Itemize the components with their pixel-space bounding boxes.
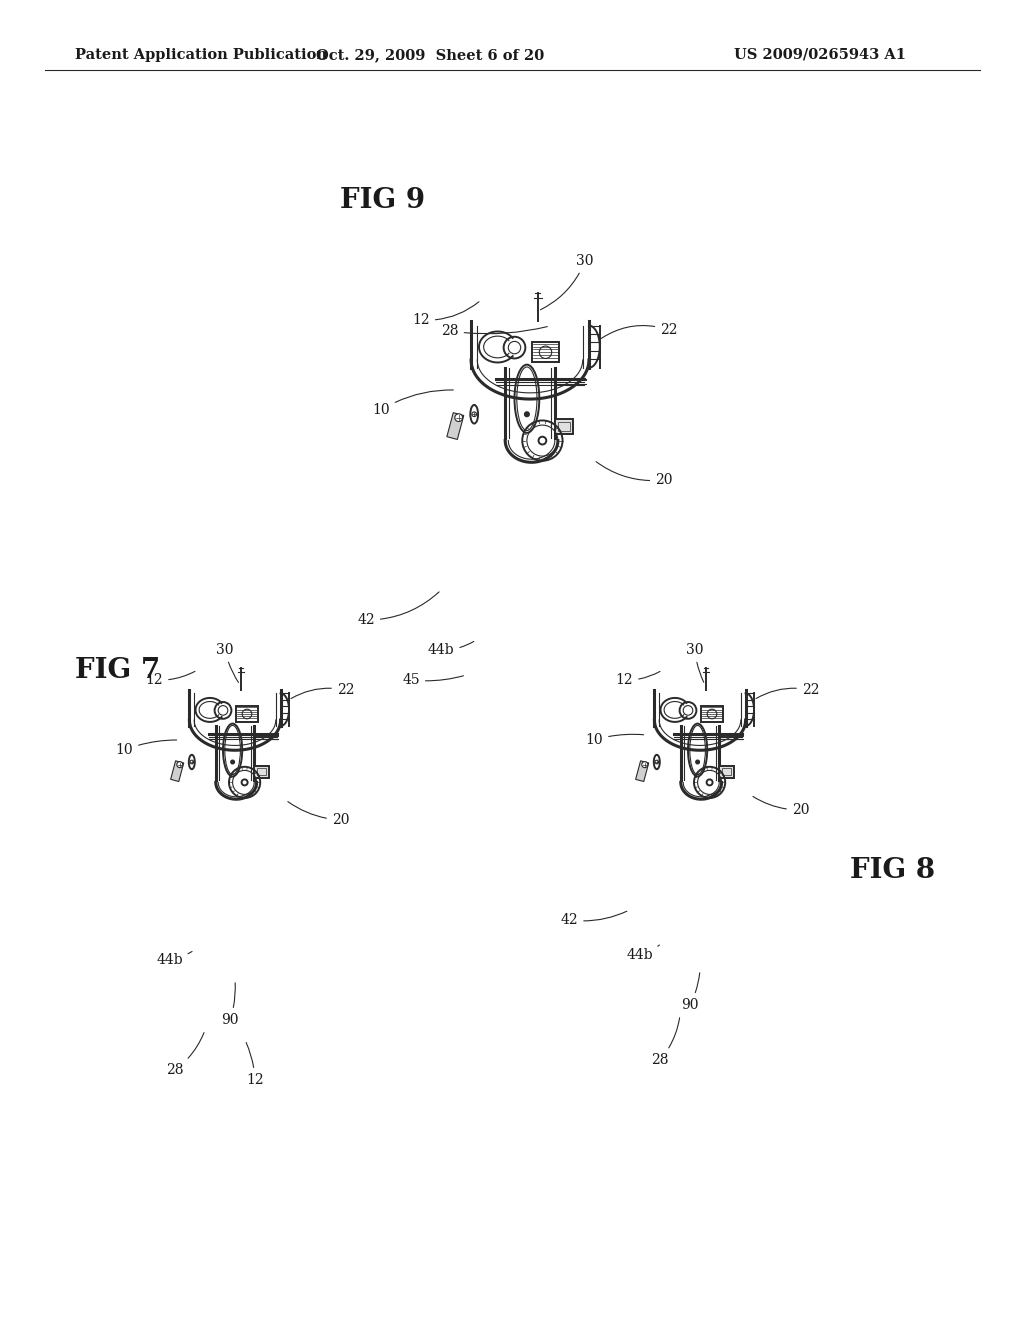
Text: 22: 22 [291, 682, 354, 698]
Text: 44b: 44b [428, 642, 474, 657]
Text: 12: 12 [145, 672, 195, 686]
Text: FIG 8: FIG 8 [850, 857, 935, 883]
Circle shape [190, 760, 194, 764]
Bar [555, 418, 573, 434]
Text: 22: 22 [601, 323, 678, 338]
Bar [446, 413, 464, 440]
Circle shape [642, 762, 648, 768]
Text: 12: 12 [615, 672, 660, 686]
Circle shape [524, 412, 529, 417]
Bar [722, 768, 731, 775]
Text: 28: 28 [651, 1018, 680, 1067]
Text: 44b: 44b [626, 945, 659, 962]
Text: Oct. 29, 2009  Sheet 6 of 20: Oct. 29, 2009 Sheet 6 of 20 [315, 48, 544, 62]
Text: 30: 30 [216, 643, 239, 682]
Text: 42: 42 [560, 911, 627, 927]
Text: 90: 90 [681, 973, 699, 1012]
Bar [257, 768, 266, 775]
Text: 44b: 44b [156, 952, 193, 968]
Text: Patent Application Publication: Patent Application Publication [75, 48, 327, 62]
Circle shape [455, 413, 463, 421]
Bar [531, 342, 559, 362]
Text: FIG 7: FIG 7 [75, 656, 160, 684]
Text: US 2009/0265943 A1: US 2009/0265943 A1 [734, 48, 906, 62]
Text: 12: 12 [246, 1043, 264, 1086]
Bar [558, 422, 570, 432]
Bar [719, 766, 733, 777]
Circle shape [230, 760, 234, 764]
Circle shape [472, 412, 476, 417]
Bar [254, 766, 268, 777]
Text: 22: 22 [756, 682, 819, 698]
Text: FIG 9: FIG 9 [340, 186, 425, 214]
Circle shape [695, 760, 699, 764]
Circle shape [655, 760, 658, 764]
Circle shape [177, 762, 183, 768]
Text: 28: 28 [441, 323, 547, 338]
Text: 42: 42 [357, 591, 439, 627]
Text: 10: 10 [586, 733, 644, 747]
Text: 12: 12 [413, 302, 479, 327]
Text: 30: 30 [541, 253, 594, 310]
Text: 28: 28 [166, 1032, 204, 1077]
Text: 20: 20 [753, 796, 809, 817]
Text: 10: 10 [373, 389, 454, 417]
Bar [701, 706, 723, 722]
Text: 45: 45 [402, 673, 464, 686]
Bar [237, 706, 258, 722]
Bar [171, 760, 183, 781]
Bar [636, 760, 649, 781]
Text: 90: 90 [221, 983, 239, 1027]
Text: 30: 30 [686, 643, 703, 682]
Text: 10: 10 [116, 741, 176, 756]
Text: 20: 20 [288, 801, 349, 828]
Text: 20: 20 [596, 462, 673, 487]
